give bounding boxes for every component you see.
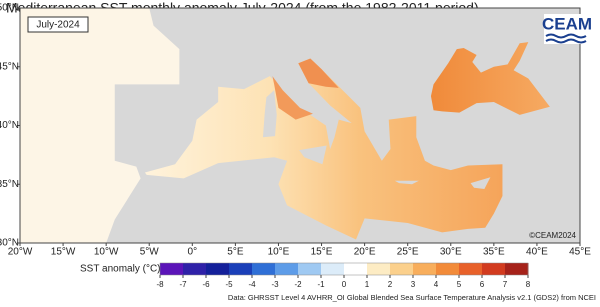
colorbar-segment	[482, 263, 506, 275]
x-tick-label: 10°E	[268, 247, 290, 258]
colorbar-tick-label: 8	[526, 280, 531, 289]
colorbar-tick-label: -4	[248, 280, 256, 289]
colorbar-tick-label: -1	[317, 280, 325, 289]
y-tick-label: 40°N	[0, 120, 19, 131]
colorbar-segment	[206, 263, 230, 275]
colorbar-tick-label: 2	[388, 280, 393, 289]
islands	[299, 145, 327, 165]
x-tick-label: 10°W	[94, 247, 119, 258]
colorbar-tick-label: 6	[480, 280, 485, 289]
colorbar-tick-label: -5	[225, 280, 233, 289]
colorbar-tick-label: 4	[434, 280, 439, 289]
colorbar-segment	[413, 263, 437, 275]
source: Data: GHRSST Level 4 AVHRR_OI Global Ble…	[228, 293, 596, 302]
x-tick-label: 15°E	[311, 247, 333, 258]
colorbar-tick-label: 3	[411, 280, 416, 289]
colorbar-segment	[183, 263, 207, 275]
colorbar-label: SST anomaly (°C)	[80, 264, 161, 275]
colorbar-segment	[252, 263, 276, 275]
colorbar-tick-label: -7	[179, 280, 187, 289]
colorbar-tick-label: 5	[457, 280, 462, 289]
y-tick-label: 50°N	[0, 3, 19, 14]
colorbar-segment	[160, 263, 184, 275]
ligurian	[272, 76, 313, 120]
y-tick-label: 35°N	[0, 179, 19, 190]
colorbar-segment	[298, 263, 322, 275]
islands	[394, 180, 419, 185]
colorbar-segment	[275, 263, 299, 275]
period-label: July-2024	[36, 20, 80, 31]
colorbar-tick-label: -2	[294, 280, 302, 289]
x-tick-label: 30°E	[440, 247, 462, 258]
logo-text: CEAM	[542, 14, 592, 33]
colorbar-tick-label: 7	[503, 280, 508, 289]
x-tick-label: 5°W	[140, 247, 160, 258]
colorbar-segment	[390, 263, 414, 275]
colorbar-tick-label: 1	[365, 280, 370, 289]
colorbar-segment	[436, 263, 460, 275]
x-tick-label: 5°E	[227, 247, 244, 258]
colorbar-tick-label: -6	[202, 280, 210, 289]
colorbar-segment	[321, 263, 345, 275]
colorbar-tick-label: -3	[271, 280, 279, 289]
x-tick-label: 20°E	[354, 247, 376, 258]
islands	[470, 177, 491, 189]
x-tick-label: 40°E	[526, 247, 548, 258]
y-tick-label: 30°N	[0, 238, 19, 249]
x-tick-label: 20°W	[8, 247, 33, 258]
colorbar-segment	[367, 263, 391, 275]
period-box	[27, 16, 89, 33]
colorbar-tick-label: -8	[156, 280, 164, 289]
x-tick-label: 25°E	[397, 247, 419, 258]
islands	[262, 90, 277, 138]
logo-waves	[545, 33, 587, 44]
colorbar-segment	[344, 263, 368, 275]
colorbar-segment	[229, 263, 253, 275]
black-sea	[430, 42, 550, 115]
adriatic	[298, 58, 339, 88]
x-tick-label: 0°	[188, 247, 198, 258]
logo: CEAM	[542, 14, 592, 44]
atlantic	[20, 8, 180, 243]
colorbar-segment	[505, 263, 529, 275]
copyright: ©CEAM2024	[529, 231, 576, 240]
colorbar-segment	[459, 263, 483, 275]
x-tick-label: 15°W	[51, 247, 76, 258]
colorbar-tick-label: 0	[342, 280, 347, 289]
x-tick-label: 35°E	[483, 247, 505, 258]
y-tick-label: 45°N	[0, 61, 19, 72]
x-tick-label: 45°E	[569, 247, 591, 258]
